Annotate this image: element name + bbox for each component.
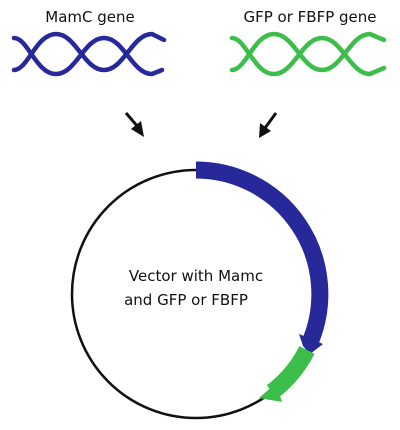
gfp-segment-arrowhead [259, 383, 282, 402]
mamc-dna-helix [11, 31, 167, 77]
mamc-strand-a [11, 35, 165, 77]
vector-label-line2: and GFP or FBFP [124, 291, 248, 309]
mamc-strand-b [11, 31, 167, 73]
vector-label-line1: Vector with Mamc [129, 267, 263, 285]
gfp-dna-helix [229, 31, 387, 77]
right-insert-arrow [259, 112, 278, 138]
gfp-strand-b [229, 31, 387, 73]
mamc-vector-segment [195, 161, 329, 344]
mamc-gene-label: MamC gene [45, 8, 134, 26]
gfp-vector-segment [266, 345, 315, 399]
left-insert-arrow [124, 112, 144, 137]
mamc-segment-arrowhead [299, 334, 323, 354]
gfp-gene-label: GFP or FBFP gene [243, 8, 376, 26]
